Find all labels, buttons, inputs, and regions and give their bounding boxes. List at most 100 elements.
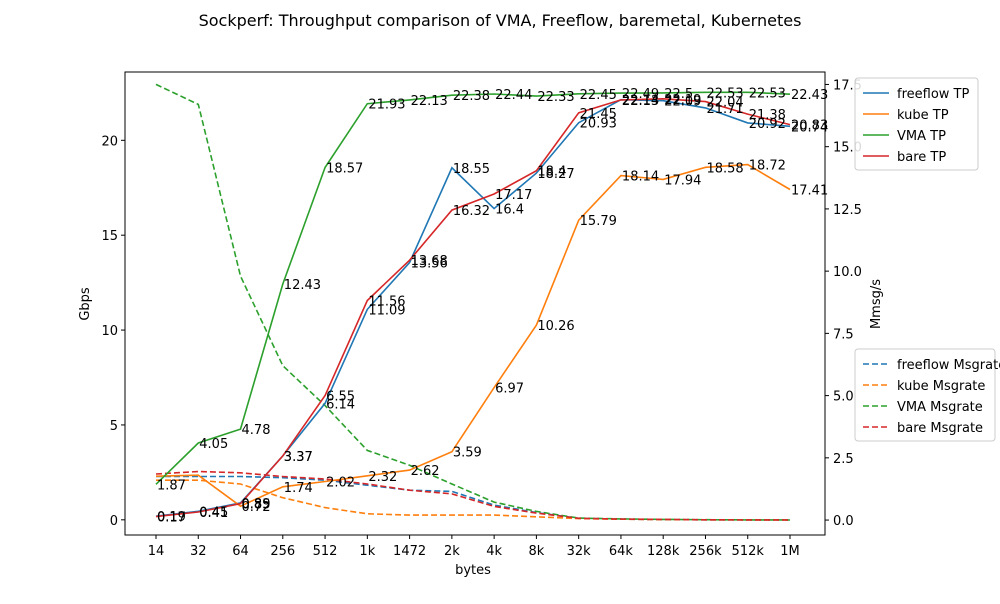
data-label: 21.45 <box>580 107 617 122</box>
x-tick-label: 128k <box>647 544 680 559</box>
x-tick-label: 64k <box>609 544 634 559</box>
data-label: 0.45 <box>199 505 228 520</box>
data-label: 21.38 <box>749 108 786 123</box>
data-label: 11.09 <box>368 303 405 318</box>
legend-box <box>854 348 996 442</box>
x-axis-label: bytes <box>455 563 491 578</box>
data-label: 4.78 <box>242 423 271 438</box>
data-label: 22.19 <box>664 93 701 108</box>
data-label: 0.17 <box>157 511 186 526</box>
data-label: 22.13 <box>411 94 448 109</box>
y-right-tick-label: 0.0 <box>833 514 854 529</box>
legend-entry: kube Msgrate <box>897 379 985 394</box>
x-tick-label: 256k <box>689 544 722 559</box>
data-label: 0.41 <box>199 506 228 521</box>
legend-entry: VMA Msgrate <box>897 400 983 415</box>
data-label: 2.32 <box>368 470 397 485</box>
x-tick-label: 1k <box>359 544 375 559</box>
data-label: 1.87 <box>157 478 186 493</box>
x-tick-label: 14 <box>148 544 165 559</box>
y-right-tick-label: 12.5 <box>833 203 862 218</box>
legend-entry: VMA TP <box>897 129 946 144</box>
plot-area: 14 32 64 256 512 1k 1472 2k 4k 8k 32k 64k 128k 256k 51… <box>101 71 1000 559</box>
data-label: 6.55 <box>326 390 355 405</box>
data-label: 17.94 <box>664 173 701 188</box>
data-label: 22.33 <box>537 90 574 105</box>
x-tick-label: 32 <box>190 544 207 559</box>
data-label: 22.13 <box>622 94 659 109</box>
data-label: 22.49 <box>622 87 659 102</box>
data-label: 0.89 <box>242 497 271 512</box>
x-tick-label: 256 <box>270 544 295 559</box>
x-tick-label: 1M <box>780 544 800 559</box>
data-label: 22.53 <box>706 86 743 101</box>
series-line-vma-tp <box>155 91 791 485</box>
series-line-bare-tp <box>155 97 791 518</box>
data-label: 16.4 <box>495 203 524 218</box>
data-label: 22.45 <box>580 88 617 103</box>
data-label: 18.72 <box>749 159 786 174</box>
data-label: 4.05 <box>199 437 228 452</box>
data-label: 16.32 <box>453 204 490 219</box>
data-label: 20.83 <box>791 119 828 134</box>
data-label: 0.72 <box>242 500 271 515</box>
legend-entry: bare TP <box>897 150 946 165</box>
y-tick-label: 5 <box>110 419 118 434</box>
y-tick-label: 0 <box>110 514 118 529</box>
data-label: 20.93 <box>580 117 617 132</box>
data-label: 3.37 <box>284 450 313 465</box>
data-label: 13.68 <box>411 254 448 269</box>
data-label: 0.85 <box>242 498 271 513</box>
x-tick-label: 32k <box>567 544 592 559</box>
data-label: 22.43 <box>791 88 828 103</box>
y-right-tick-label: 10.0 <box>833 265 862 280</box>
x-tick-label: 8k <box>528 544 544 559</box>
y-tick-label: 20 <box>101 134 118 149</box>
x-tick-label: 512 <box>313 544 338 559</box>
x-tick-label: 4k <box>486 544 502 559</box>
data-label: 22.44 <box>495 88 532 103</box>
data-label: 0.19 <box>157 510 186 525</box>
data-label: 22.14 <box>622 94 659 109</box>
data-label: 22.5 <box>664 87 693 102</box>
x-tick-label: 512k <box>732 544 765 559</box>
y-right-tick-label: 5.0 <box>833 390 854 405</box>
y-right-tick-label: 7.5 <box>833 327 854 342</box>
y-right-tick-label: 2.5 <box>833 452 854 467</box>
data-label: 6.14 <box>326 397 355 412</box>
legend-entry: freeflow Msgrate <box>897 358 1000 373</box>
data-label: 13.56 <box>411 257 448 272</box>
y-axis-label: Gbps <box>78 287 93 321</box>
series-line-kube-tp <box>155 163 791 508</box>
legend-entry: bare Msgrate <box>897 421 983 436</box>
legend-box <box>854 77 979 171</box>
y-tick-label: 10 <box>101 324 118 339</box>
data-label: 18.14 <box>622 170 659 185</box>
data-label: 18.57 <box>326 161 363 176</box>
data-label: 1.74 <box>284 481 313 496</box>
data-label: 2.02 <box>326 475 355 490</box>
data-label: 22.38 <box>453 89 490 104</box>
legend-entry: kube TP <box>897 108 949 123</box>
data-label: 18.4 <box>537 165 566 180</box>
series-line-vma-msgrate <box>155 83 791 521</box>
series-line-bare-msgrate <box>155 470 791 521</box>
data-label: 3.59 <box>453 446 482 461</box>
data-label: 22.09 <box>664 95 701 110</box>
data-label: 20.74 <box>791 120 828 135</box>
data-label: 18.55 <box>453 162 490 177</box>
plot-frame <box>124 71 826 536</box>
data-label: 2.62 <box>411 464 440 479</box>
chart-title: Sockperf: Throughput comparison of VMA, … <box>199 11 802 30</box>
data-label: 22.04 <box>706 96 743 111</box>
data-label: 17.41 <box>791 183 828 198</box>
data-label: 17.17 <box>495 188 532 203</box>
legend-entry: freeflow TP <box>897 87 969 102</box>
data-label: 18.58 <box>706 161 743 176</box>
data-label: 20.92 <box>749 117 786 132</box>
data-label: 12.43 <box>284 278 321 293</box>
data-label: 3.37 <box>284 450 313 465</box>
y-axis-right-label: Mmsg/s <box>869 279 884 329</box>
data-label: 18.27 <box>537 167 574 182</box>
